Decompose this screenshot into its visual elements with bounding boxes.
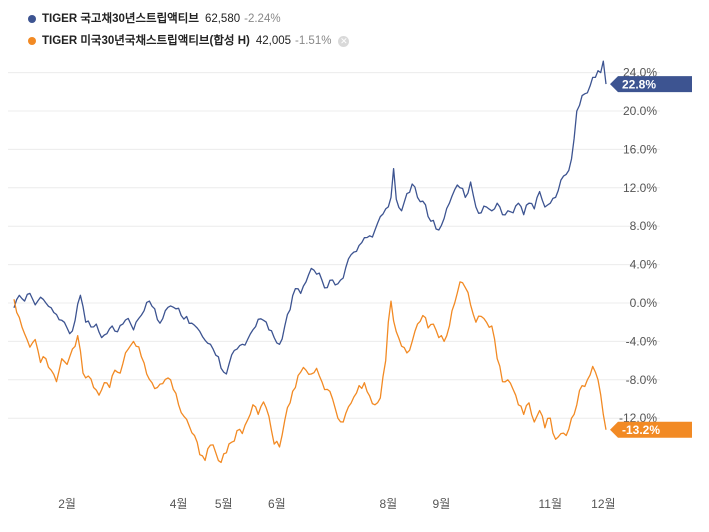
x-tick-label: 6월 (268, 497, 286, 511)
y-tick-label: 20.0% (623, 104, 657, 118)
x-tick-label: 9월 (433, 497, 451, 511)
last-value-tag (610, 421, 692, 438)
y-tick-label: 24.0% (623, 66, 657, 80)
y-tick-label: 12.0% (623, 181, 657, 195)
close-icon[interactable]: ✕ (338, 35, 350, 47)
y-tick-label: 0.0% (630, 296, 658, 310)
legend-series-name: TIGER 국고채30년스트립액티브 (42, 13, 199, 25)
legend-series-change: -2.24% (244, 13, 281, 25)
x-tick-label: 11월 (539, 497, 563, 511)
series-dot-icon (28, 37, 36, 45)
x-tick-label: 12월 (591, 497, 615, 511)
y-tick-label: -12.0% (619, 411, 657, 425)
series-dot-icon (28, 15, 36, 23)
last-value-label: -13.2% (622, 423, 660, 437)
legend-item-korea-30y[interactable]: TIGER 국고채30년스트립액티브 62,580 -2.24% (28, 8, 349, 30)
y-tick-label: -8.0% (626, 373, 658, 387)
series-line (13, 281, 607, 464)
legend-series-name: TIGER 미국30년국채스트립액티브(합성 H) (42, 35, 250, 47)
y-tick-label: -4.0% (626, 334, 658, 348)
x-tick-label: 2월 (58, 497, 76, 511)
series-line (13, 60, 607, 375)
chart-legend: TIGER 국고채30년스트립액티브 62,580 -2.24% TIGER 미… (28, 8, 350, 52)
legend-series-price: 42,005 (255, 35, 292, 47)
legend-series-change: -1.51% (295, 35, 332, 47)
y-tick-label: 4.0% (630, 258, 658, 272)
legend-series-price: 62,580 (204, 13, 241, 25)
y-tick-label: 16.0% (623, 142, 657, 156)
x-tick-label: 8월 (379, 497, 397, 511)
y-tick-label: 8.0% (630, 219, 658, 233)
x-tick-label: 4월 (170, 497, 188, 511)
legend-item-us-30y[interactable]: TIGER 미국30년국채스트립액티브(합성 H) 42,005 -1.51% … (28, 30, 350, 52)
x-tick-label: 5월 (215, 497, 233, 511)
last-value-label: 22.8% (622, 78, 656, 92)
last-value-tag (610, 76, 692, 93)
